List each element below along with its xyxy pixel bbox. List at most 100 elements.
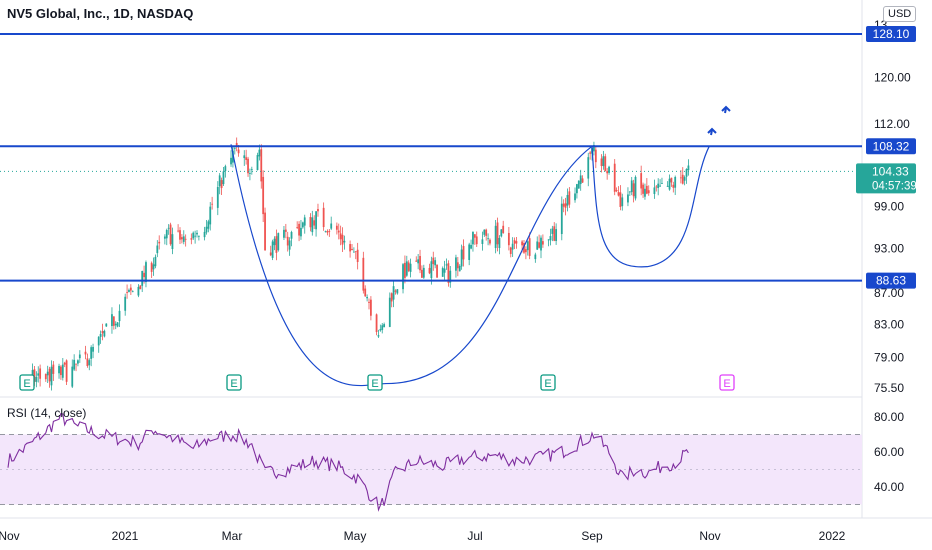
candle — [608, 165, 610, 175]
candle-body — [566, 195, 569, 206]
candle-body — [436, 264, 438, 278]
candle — [137, 284, 140, 298]
candle-body — [421, 269, 423, 278]
currency-button[interactable]: USD — [883, 6, 917, 22]
candle — [167, 224, 170, 235]
candle-body — [269, 252, 272, 256]
candle — [362, 251, 365, 294]
candle — [511, 237, 514, 257]
candle — [496, 217, 499, 252]
candle-body — [404, 262, 406, 278]
candle — [447, 260, 450, 287]
candle — [296, 221, 299, 230]
candle-body — [324, 231, 327, 233]
candle-body — [627, 194, 629, 203]
candle-body — [137, 286, 140, 296]
candle-body — [670, 177, 673, 183]
candle — [163, 234, 166, 245]
candle-body — [275, 236, 278, 253]
candle-body — [481, 239, 484, 244]
candle-body — [52, 364, 55, 374]
candle — [145, 260, 147, 288]
symbol-title[interactable]: NV5 Global, Inc., 1D, NASDAQ — [7, 6, 194, 21]
price-tick: 99.00 — [874, 200, 904, 214]
candles — [0, 137, 862, 391]
time-label: Mar — [222, 529, 243, 543]
candle-body — [551, 228, 554, 234]
earnings-marker-3[interactable]: E — [540, 374, 556, 391]
candle-body — [496, 222, 499, 245]
rsi-legend-label[interactable]: RSI (14, close) — [7, 406, 87, 420]
candle — [472, 231, 474, 252]
candle — [536, 236, 539, 250]
candle-body — [489, 239, 491, 244]
earnings-marker-2[interactable]: E — [367, 374, 383, 391]
candle-body — [337, 230, 340, 233]
candle-body — [685, 168, 688, 177]
candle-body — [494, 225, 497, 249]
candle — [184, 234, 187, 247]
candle-body — [65, 360, 68, 382]
candle — [156, 240, 159, 258]
candle — [63, 361, 66, 368]
candle — [343, 235, 346, 250]
candle — [513, 237, 516, 250]
candle — [526, 240, 529, 256]
candle-body — [394, 290, 397, 292]
candle-body — [369, 299, 372, 316]
candle — [84, 345, 87, 360]
candle-body — [422, 267, 425, 278]
candle — [196, 230, 198, 238]
candle — [681, 167, 684, 185]
earnings-marker-0[interactable]: E — [19, 374, 35, 391]
candle — [627, 187, 629, 207]
candle — [487, 233, 489, 246]
candle — [150, 261, 153, 278]
earnings-marker-1[interactable]: E — [226, 374, 242, 391]
earnings-box — [719, 374, 735, 391]
candle-body — [613, 163, 616, 192]
candle — [507, 227, 510, 251]
candle-body — [473, 234, 476, 238]
candle-body — [661, 183, 663, 184]
candle-body — [35, 377, 38, 382]
candle — [562, 199, 565, 213]
candle-body — [509, 247, 512, 254]
candle-body — [249, 173, 251, 174]
candle-body — [273, 238, 276, 246]
candle-body — [167, 227, 170, 229]
rsi-band — [0, 434, 862, 505]
level-label-bg-2 — [866, 272, 916, 289]
candle-body — [317, 209, 319, 212]
candle — [405, 255, 408, 277]
candle-body — [485, 229, 488, 236]
candle — [606, 168, 609, 180]
level-label-2: 88.63 — [876, 274, 906, 288]
candle — [112, 316, 115, 330]
candle-body — [449, 270, 452, 283]
candle — [419, 249, 421, 274]
candle — [328, 229, 331, 237]
candle — [381, 323, 384, 334]
time-label: 2021 — [112, 529, 139, 543]
candle — [628, 191, 631, 197]
candle — [177, 224, 180, 233]
candle-body — [258, 149, 261, 157]
candle — [644, 183, 646, 200]
candle-body — [313, 220, 316, 226]
up-arrow-2 — [721, 105, 731, 112]
candle — [379, 324, 382, 332]
candle-body — [621, 197, 624, 207]
candle-body — [632, 183, 635, 197]
candle — [324, 230, 327, 233]
candle — [354, 251, 357, 260]
candle — [615, 187, 618, 193]
earnings-marker-4[interactable]: E — [719, 374, 735, 391]
candle-body — [44, 374, 47, 380]
candle — [97, 336, 100, 353]
candle-body — [177, 230, 180, 232]
candle — [88, 358, 91, 371]
candle-body — [634, 176, 637, 199]
